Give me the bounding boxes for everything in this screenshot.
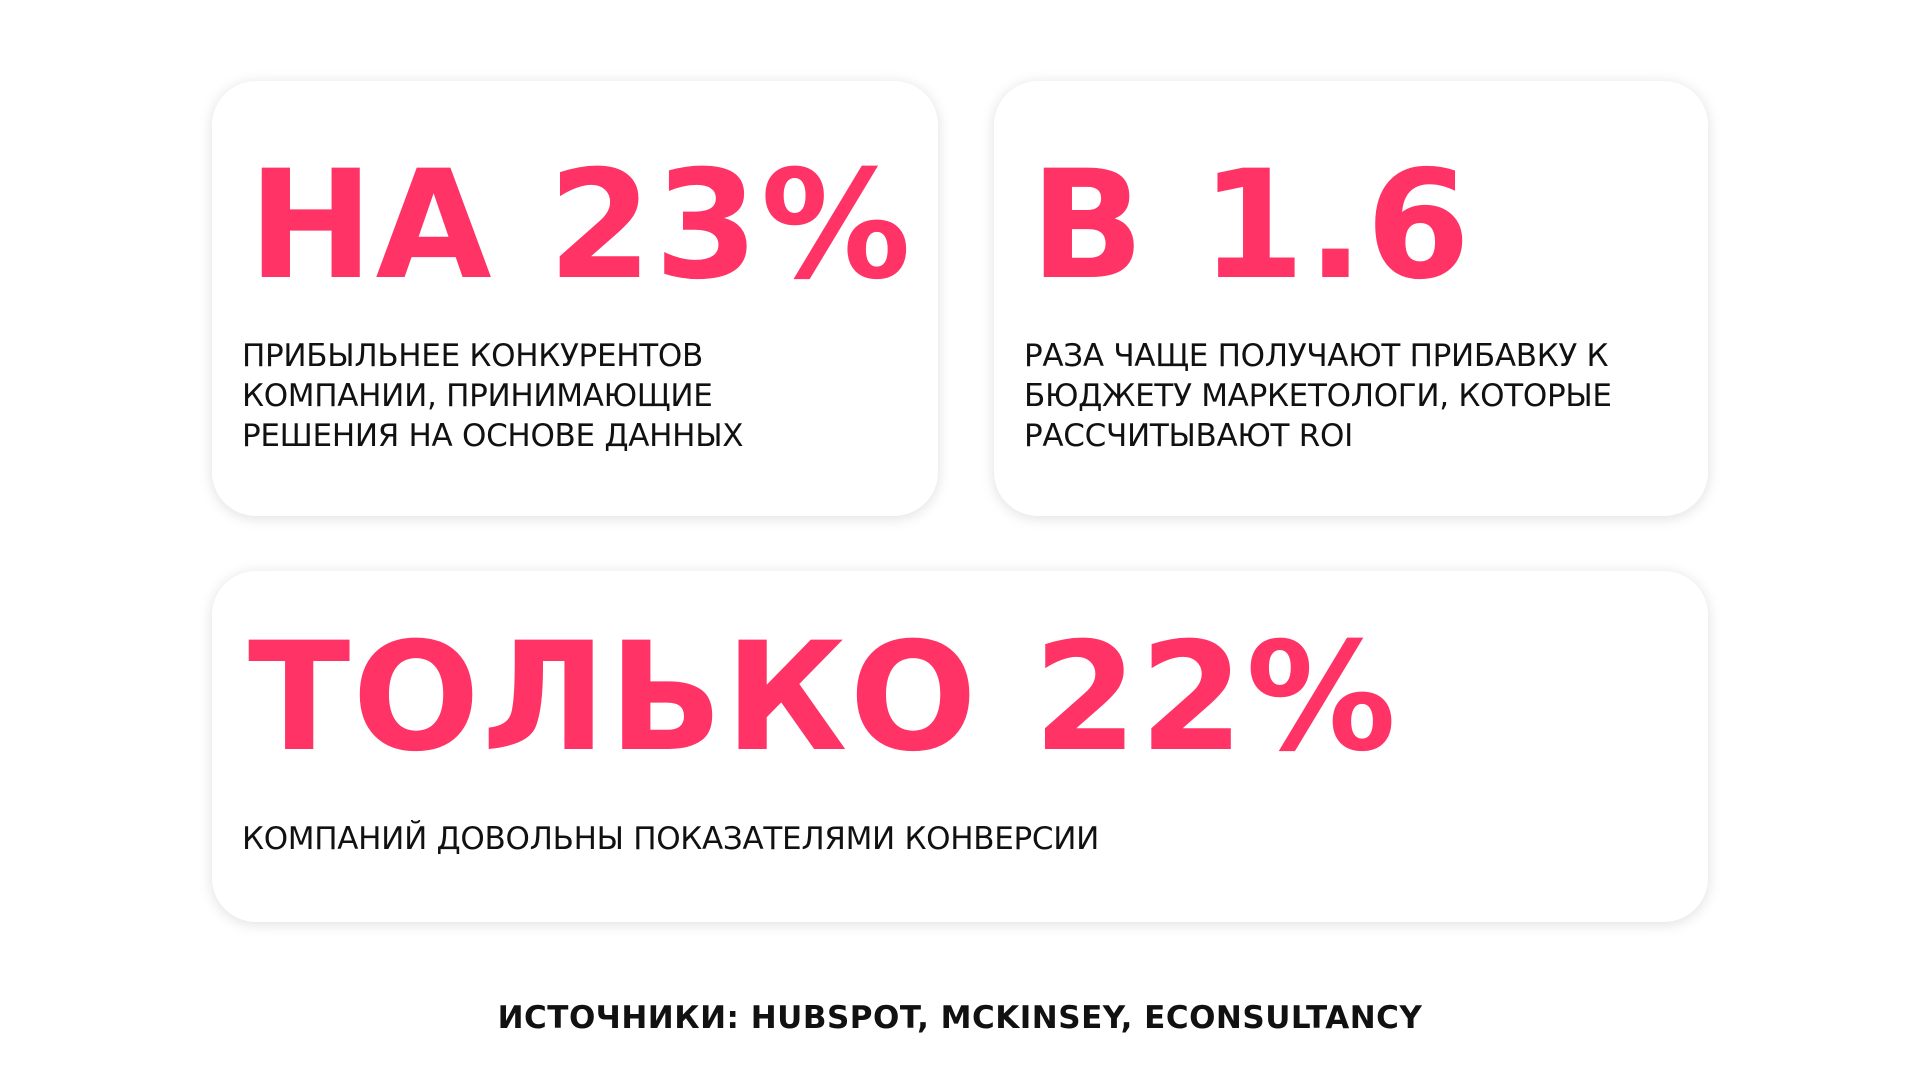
- stat-card-profit: НА 23% ПРИБЫЛЬНЕЕ КОНКУРЕНТОВ КОМПАНИИ, …: [212, 81, 938, 516]
- stat-headline: НА 23%: [248, 139, 913, 313]
- stat-headline: В 1.6: [1030, 139, 1473, 313]
- stat-description: ПРИБЫЛЬНЕЕ КОНКУРЕНТОВ КОМПАНИИ, ПРИНИМА…: [242, 338, 744, 454]
- stat-card-budget: В 1.6 РАЗА ЧАЩЕ ПОЛУЧАЮТ ПРИБАВКУ К БЮДЖ…: [994, 81, 1708, 516]
- sources-footnote: ИСТОЧНИКИ: HUBSPOT, MCKINSEY, ECONSULTAN…: [497, 1000, 1423, 1036]
- stat-card-conversion: ТОЛЬКО 22% КОМПАНИЙ ДОВОЛЬНЫ ПОКАЗАТЕЛЯМ…: [212, 571, 1708, 922]
- stat-headline: ТОЛЬКО 22%: [248, 611, 1399, 785]
- stat-description: КОМПАНИЙ ДОВОЛЬНЫ ПОКАЗАТЕЛЯМИ КОНВЕРСИИ: [242, 821, 1100, 857]
- stat-description: РАЗА ЧАЩЕ ПОЛУЧАЮТ ПРИБАВКУ К БЮДЖЕТУ МА…: [1024, 338, 1612, 454]
